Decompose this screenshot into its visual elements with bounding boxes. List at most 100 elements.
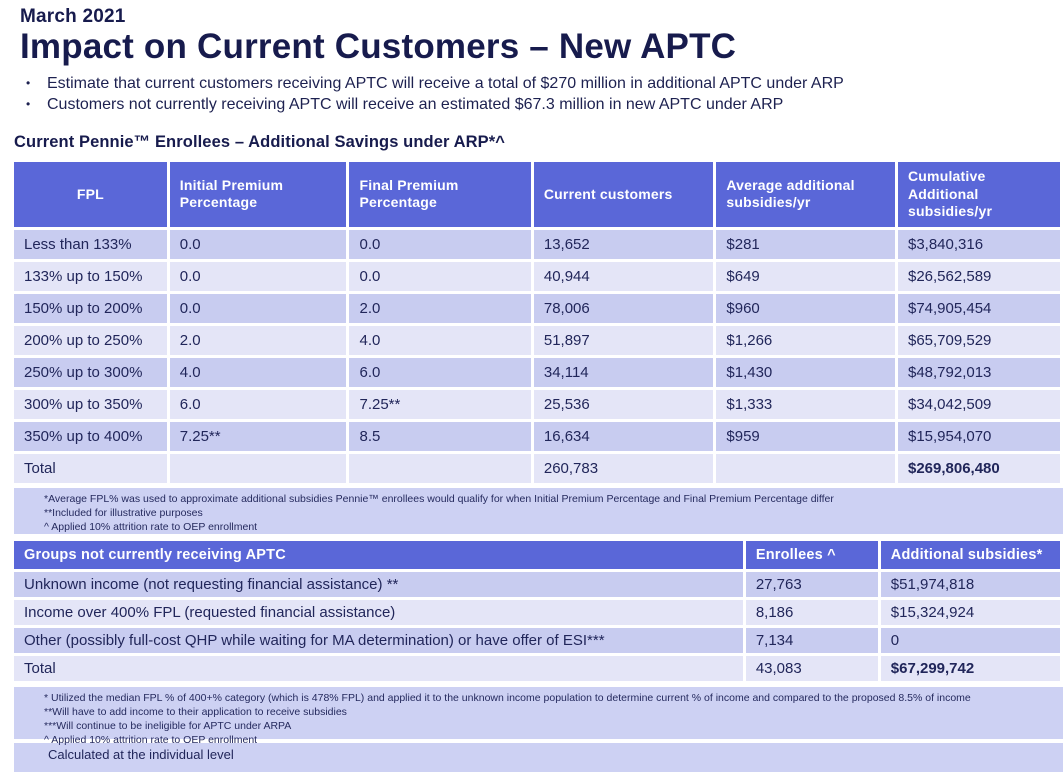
table-cell: 2.0 (349, 293, 531, 323)
table-cell: 16,634 (533, 421, 714, 451)
table-cell: 133% up to 150% (14, 261, 167, 291)
table-cell: 51,897 (533, 325, 714, 355)
table-cell: $51,974,818 (880, 571, 1060, 597)
table-cell: Other (possibly full-cost QHP while wait… (14, 627, 743, 653)
bullet-item: Estimate that current customers receivin… (20, 73, 1053, 94)
footnote-line: **Included for illustrative purposes (44, 506, 203, 519)
table-cell (716, 453, 895, 483)
table-cell: 0.0 (349, 261, 531, 291)
table-cell: $34,042,509 (897, 389, 1060, 419)
table-cell: $959 (716, 421, 895, 451)
table-cell: 6.0 (349, 357, 531, 387)
table-cell: 7,134 (745, 627, 878, 653)
table-row: 350% up to 400% 7.25** 8.5 16,634 $959 $15,95… (14, 421, 1060, 451)
table1-footnotes: *Average FPL% was used to approximate ad… (14, 487, 1063, 534)
groups-not-receiving-aptc-table: Groups not currently receiving APTC Enro… (11, 538, 1063, 684)
table-cell: Income over 400% FPL (requested financia… (14, 599, 743, 625)
table-cell: 350% up to 400% (14, 421, 167, 451)
slide: March 2021 Impact on Current Customers –… (0, 0, 1063, 708)
table-cell: 43,083 (745, 655, 878, 681)
table-cell: 200% up to 250% (14, 325, 167, 355)
column-header-current-customers: Current customers (533, 161, 714, 227)
table-cell: $1,266 (716, 325, 895, 355)
table-cell: $960 (716, 293, 895, 323)
table-cell: 6.0 (169, 389, 347, 419)
column-header-average-subsidies: Average additional subsidies/yr (716, 161, 895, 227)
table-cell: $281 (716, 229, 895, 259)
table-cell: 150% up to 200% (14, 293, 167, 323)
table-cell: $26,562,589 (897, 261, 1060, 291)
column-header-final-premium: Final Premium Percentage (349, 161, 531, 227)
table-row: Income over 400% FPL (requested financia… (14, 599, 1060, 625)
table-row: 300% up to 350% 6.0 7.25** 25,536 $1,333 $34,… (14, 389, 1060, 419)
table-cell: $65,709,529 (897, 325, 1060, 355)
table-cell: Total (14, 655, 743, 681)
footnote-line: **Will have to add income to their appli… (44, 705, 347, 718)
table-header-row: Groups not currently receiving APTC Enro… (14, 540, 1060, 569)
table1-section-title: Current Pennie™ Enrollees – Additional S… (14, 132, 505, 151)
column-header-fpl: FPL (14, 161, 167, 227)
column-header-cumulative-subsidies: Cumulative Additional subsidies/yr (897, 161, 1060, 227)
table-cell: $74,905,454 (897, 293, 1060, 323)
table-row: Unknown income (not requesting financial… (14, 571, 1060, 597)
table-cell: 4.0 (349, 325, 531, 355)
footnote-line: ^ Applied 10% attrition rate to OEP enro… (44, 521, 258, 534)
table-cell: 0 (880, 627, 1060, 653)
table-cell (169, 453, 347, 483)
table-cell: 260,783 (533, 453, 714, 483)
table-cell: Total (14, 453, 167, 483)
table-cell: 8,186 (745, 599, 878, 625)
table-row: 200% up to 250% 2.0 4.0 51,897 $1,266 $65,709… (14, 325, 1060, 355)
table-row: 250% up to 300% 4.0 6.0 34,114 $1,430 $48,792… (14, 357, 1060, 387)
column-header-initial-premium: Initial Premium Percentage (169, 161, 347, 227)
current-enrollees-table: FPL Initial Premium Percentage Final Pre… (11, 159, 1063, 486)
table-cell: 4.0 (169, 357, 347, 387)
table-cell: Less than 133% (14, 229, 167, 259)
table-row: Other (possibly full-cost QHP while wait… (14, 627, 1060, 653)
footnote-line: ***Will continue to be ineligible for AP… (44, 720, 292, 733)
slide-header: March 2021 Impact on Current Customers –… (0, 0, 1063, 115)
table-cell: 13,652 (533, 229, 714, 259)
table-row: Total 43,083 $67,299,742 (14, 655, 1060, 681)
table-cell: $15,324,924 (880, 599, 1060, 625)
column-header-groups: Groups not currently receiving APTC (14, 540, 743, 569)
table-cell: 0.0 (169, 229, 347, 259)
summary-bullets: Estimate that current customers receivin… (20, 73, 1053, 115)
calculation-note: Calculated at the individual level (14, 742, 1063, 772)
table-cell: $1,333 (716, 389, 895, 419)
table-cell: 0.0 (169, 293, 347, 323)
table-cell: 7.25** (349, 389, 531, 419)
table-cell: 300% up to 350% (14, 389, 167, 419)
table-cell: 34,114 (533, 357, 714, 387)
table-cell: 8.5 (349, 421, 531, 451)
table-cell: $67,299,742 (880, 655, 1060, 681)
table-cell: 27,763 (745, 571, 878, 597)
bullet-item: Customers not currently receiving APTC w… (20, 94, 1053, 115)
column-header-additional-subsidies: Additional subsidies* (880, 540, 1060, 569)
column-header-enrollees: Enrollees ^ (745, 540, 878, 569)
table-row: Total 260,783 $269,806,480 (14, 453, 1060, 483)
table-cell: $15,954,070 (897, 421, 1060, 451)
table-cell: $3,840,316 (897, 229, 1060, 259)
table-row: 133% up to 150% 0.0 0.0 40,944 $649 $26,562,5… (14, 261, 1060, 291)
table-cell: 7.25** (169, 421, 347, 451)
slide-date: March 2021 (20, 6, 126, 27)
table-cell: Unknown income (not requesting financial… (14, 571, 743, 597)
table-header-row: FPL Initial Premium Percentage Final Pre… (14, 161, 1060, 227)
table-cell: 78,006 (533, 293, 714, 323)
table-row: Less than 133% 0.0 0.0 13,652 $281 $3,840,316 (14, 229, 1060, 259)
table-cell: 250% up to 300% (14, 357, 167, 387)
table-cell: $649 (716, 261, 895, 291)
table-cell: 0.0 (169, 261, 347, 291)
table-cell: 40,944 (533, 261, 714, 291)
footnote-line: * Utilized the median FPL % of 400+% cat… (44, 691, 971, 704)
table-row: 150% up to 200% 0.0 2.0 78,006 $960 $74,905,4… (14, 293, 1060, 323)
table2-footnotes: * Utilized the median FPL % of 400+% cat… (14, 686, 1063, 746)
table-cell: $269,806,480 (897, 453, 1060, 483)
table-cell: $1,430 (716, 357, 895, 387)
table-cell: 2.0 (169, 325, 347, 355)
table-cell (349, 453, 531, 483)
page-title: Impact on Current Customers – New APTC (20, 27, 737, 66)
table-cell: $48,792,013 (897, 357, 1060, 387)
table-cell: 25,536 (533, 389, 714, 419)
